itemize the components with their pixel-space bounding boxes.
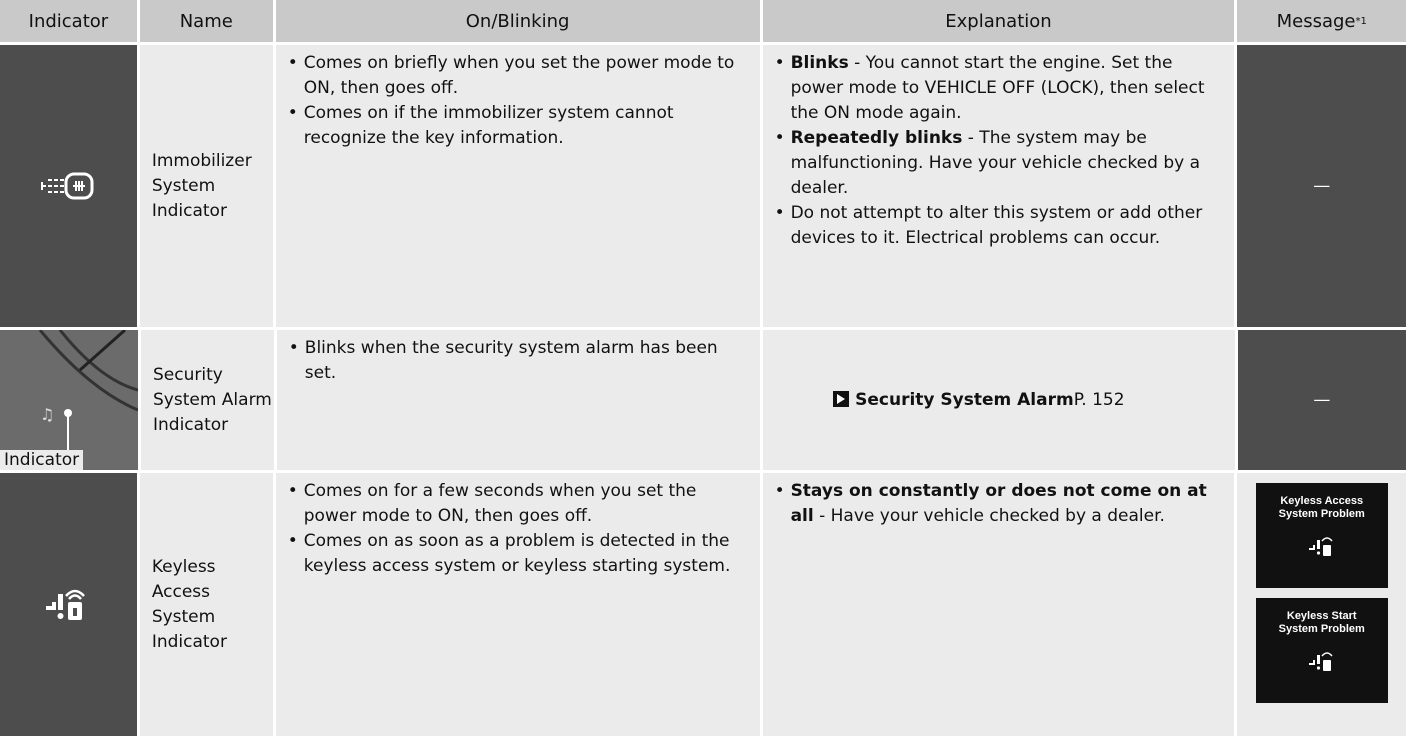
- cell: —: [1237, 45, 1406, 327]
- header-cell: Explanation: [762, 0, 1235, 42]
- reference-page: P. 152: [1073, 389, 1125, 410]
- on-blinking-list: Blinks when the security system alarm ha…: [277, 330, 760, 386]
- on-blinking-item: Comes on if the immobilizer system canno…: [288, 101, 750, 151]
- cell: [0, 473, 137, 736]
- header-cell: Name: [139, 0, 273, 42]
- indicator-name: Keyless Access System Indicator: [151, 556, 227, 652]
- cell: [0, 45, 137, 327]
- message-icon: [1308, 652, 1333, 671]
- message-dash: —: [1313, 389, 1331, 410]
- header-text: Explanation: [945, 10, 1052, 32]
- cell: Comes on for a few seconds when you set …: [275, 473, 760, 736]
- indicator-icon: [41, 172, 94, 200]
- cell: Security System Alarm Indicator: [141, 330, 274, 470]
- on-blinking-item: Comes on briefly when you set the power …: [288, 51, 750, 101]
- on-blinking-list: Comes on briefly when you set the power …: [276, 45, 760, 151]
- header-text: Indicator: [28, 10, 109, 32]
- header-note: *1: [1355, 15, 1367, 27]
- header-text: On/Blinking: [465, 10, 570, 32]
- explanation-text: - You cannot start the engine. Set the p…: [790, 53, 1205, 123]
- on-blinking-list: Comes on for a few seconds when you set …: [276, 473, 760, 579]
- explanation-item: Repeatedly blinks - The system may be ma…: [775, 126, 1225, 201]
- message-image: Keyless Access System Problem: [1255, 483, 1388, 588]
- indicator-label: Indicator: [0, 450, 84, 470]
- message-line: System Problem: [1278, 508, 1365, 520]
- on-blinking-item: Blinks when the security system alarm ha…: [289, 336, 750, 386]
- explanation-item: Do not attempt to alter this system or a…: [775, 201, 1225, 251]
- header-cell: On/Blinking: [275, 0, 760, 42]
- message-line: Keyless Access: [1280, 495, 1364, 507]
- cell: Security System Alarm P. 152: [762, 330, 1235, 470]
- cell: Immobilizer System Indicator: [139, 45, 273, 327]
- header-text: Message: [1276, 10, 1356, 32]
- table-row: Keyless Access System Indicator Comes on …: [0, 473, 1406, 736]
- cell: Blinks - You cannot start the engine. Se…: [762, 45, 1235, 327]
- indicator-name: Immobilizer System Indicator: [151, 150, 252, 221]
- explanation-text: Do not attempt to alter this system or a…: [790, 203, 1203, 248]
- cell: Blinks when the security system alarm ha…: [276, 330, 760, 470]
- explanation-item: Blinks - You cannot start the engine. Se…: [775, 51, 1225, 126]
- cell: Stays on constantly or does not come on …: [762, 473, 1235, 736]
- explanation-bold: Blinks: [790, 53, 849, 73]
- explanation-item: Stays on constantly or does not come on …: [775, 479, 1225, 529]
- cell: Keyless Access System Indicator: [139, 473, 273, 736]
- cell: —: [1237, 330, 1406, 470]
- message-image: Keyless Start System Problem: [1255, 598, 1388, 703]
- dashboard-image: ♫: [0, 330, 138, 470]
- header-row: Indicator Name On/Blinking Explanation Messa…: [0, 0, 1406, 42]
- explanation-bold: Repeatedly blinks: [790, 128, 963, 148]
- table-row: ♫ Indicator Security System Alarm Indicato…: [0, 330, 1406, 470]
- header-text: Name: [179, 10, 233, 32]
- cell: Keyless Access System Problem Keyless Star…: [1237, 473, 1406, 736]
- message-dash: —: [1313, 175, 1331, 196]
- table-row: Immobilizer System Indicator Comes on bri…: [0, 45, 1406, 327]
- svg-text:♫: ♫: [40, 405, 54, 424]
- message-icon: [1308, 537, 1333, 556]
- message-line: System Problem: [1278, 623, 1365, 635]
- explanation-bold: Stays on constantly or does not come on …: [790, 481, 1207, 526]
- header-cell: Message *1: [1237, 0, 1406, 42]
- on-blinking-item: Comes on as soon as a problem is detecte…: [288, 529, 750, 579]
- explanation-list: Stays on constantly or does not come on …: [763, 473, 1235, 529]
- cell: ♫ Indicator: [0, 330, 138, 470]
- reference-title: Security System Alarm: [855, 389, 1074, 410]
- indicator-icon: [46, 589, 86, 620]
- explanation-text: - The system may be malfunctioning. Have…: [790, 128, 1200, 198]
- ref-arrow: [833, 388, 855, 413]
- explanation-list: Blinks - You cannot start the engine. Se…: [763, 45, 1235, 251]
- indicator-name: Security System Alarm Indicator: [153, 364, 272, 435]
- on-blinking-item: Comes on for a few seconds when you set …: [288, 479, 750, 529]
- cell: Comes on briefly when you set the power …: [275, 45, 760, 327]
- message-line: Keyless Start: [1286, 610, 1357, 622]
- explanation-text: - Have your vehicle checked by a dealer.: [819, 506, 1165, 526]
- header-cell: Indicator: [0, 0, 137, 42]
